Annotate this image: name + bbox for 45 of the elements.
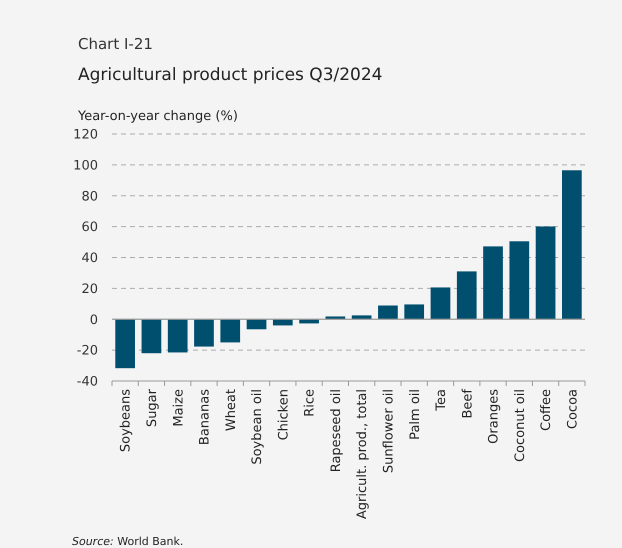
x-tick-label: Wheat <box>224 389 239 432</box>
y-tick-label: 120 <box>73 128 98 143</box>
x-tick-label: Bananas <box>198 388 213 446</box>
y-tick-label: -20 <box>76 344 98 359</box>
y-tick-label: 0 <box>90 312 98 328</box>
chart-title: Agricultural product prices Q3/2024 <box>78 65 382 85</box>
bar <box>378 306 398 320</box>
y-tick-label: -40 <box>76 374 98 390</box>
bar <box>194 319 214 347</box>
y-tick-label: 20 <box>81 282 98 297</box>
y-tick-label: 100 <box>73 158 98 174</box>
source-note: Source: World Bank. <box>72 535 184 548</box>
bar <box>142 319 162 354</box>
x-tick-label: Tea <box>434 389 450 412</box>
x-tick-label: Sunflower oil <box>381 389 396 474</box>
bar <box>115 319 135 368</box>
bar <box>456 271 477 320</box>
bar <box>536 226 556 320</box>
chart-subtitle: Chart I-21 <box>78 35 153 53</box>
bar <box>509 241 530 320</box>
y-tick-label: 40 <box>81 251 98 266</box>
x-tick-label: Coconut oil <box>512 389 528 462</box>
bar <box>562 170 582 320</box>
bar <box>483 246 503 320</box>
x-tick-label: Soybeans <box>118 388 134 452</box>
y-tick-label: 60 <box>81 220 98 236</box>
x-tick-label: Palm oil <box>408 389 423 440</box>
x-tick-label: Rapeseed oil <box>328 389 344 472</box>
x-tick-label: Soybean oil <box>250 389 266 465</box>
x-tick-label: Sugar <box>144 388 160 428</box>
x-tick-label: Maize <box>171 389 186 427</box>
bar <box>430 287 450 320</box>
x-tick-label: Oranges <box>486 388 502 444</box>
x-tick-label: Rice <box>302 389 318 417</box>
x-tick-label: Agricult. prod., total <box>355 389 370 520</box>
x-tick-label: Cocoa <box>565 389 580 430</box>
bar <box>168 319 188 352</box>
bar <box>404 304 424 320</box>
bar <box>220 319 240 342</box>
x-tick-label: Coffee <box>539 389 554 431</box>
bar <box>246 319 266 330</box>
y-axis-title: Year-on-year change (%) <box>77 109 238 124</box>
x-tick-label: Beef <box>460 388 476 418</box>
y-tick-label: 80 <box>81 189 98 204</box>
x-tick-label: Chicken <box>276 389 292 440</box>
